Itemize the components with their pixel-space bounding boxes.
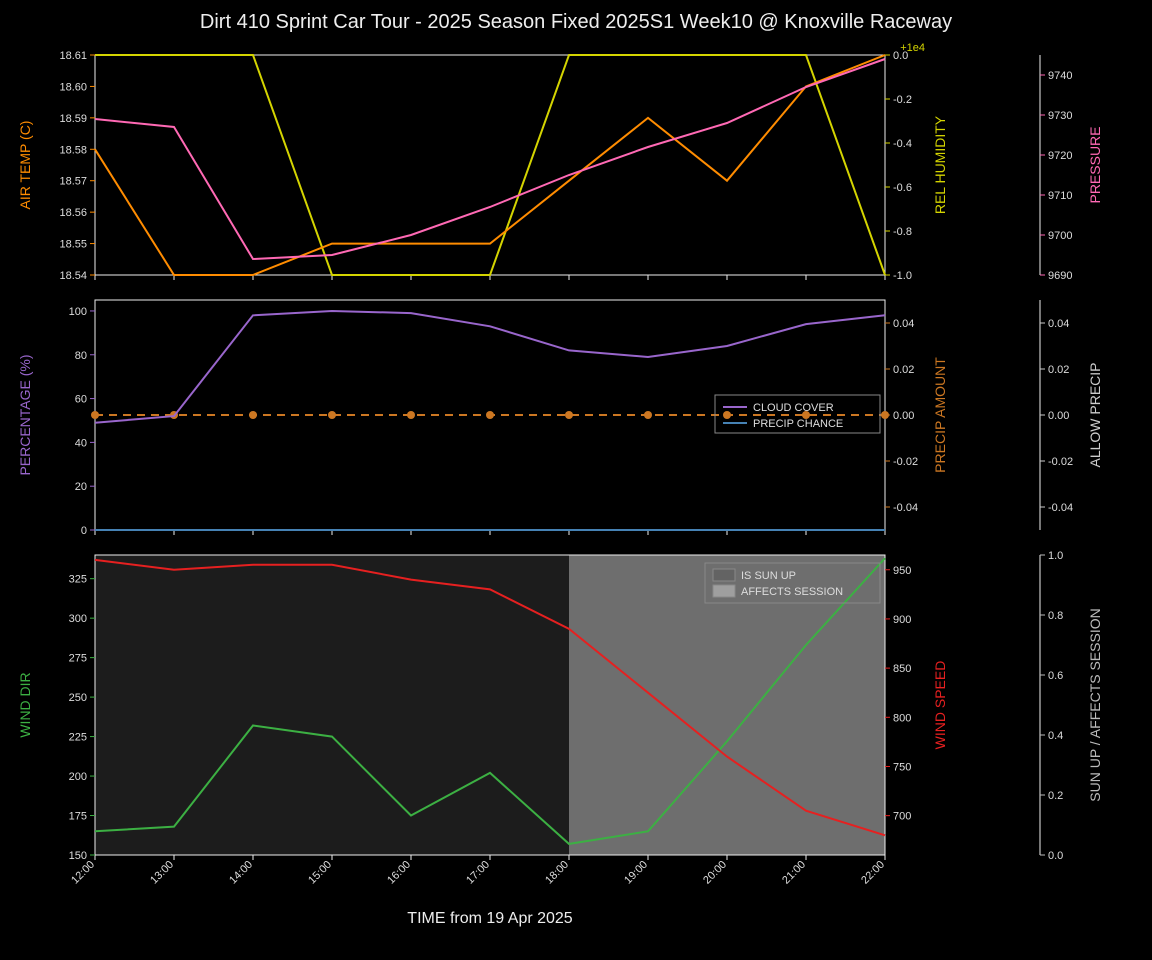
y-tick-label: 250 — [69, 692, 87, 704]
axis-label: WIND SPEED — [932, 661, 948, 750]
y-tick-label: -0.04 — [1048, 502, 1073, 514]
y-tick-label: 275 — [69, 653, 87, 665]
y-tick-label: -0.2 — [893, 94, 912, 106]
y-tick-label: 175 — [69, 811, 87, 823]
precip-amount-marker — [565, 411, 573, 419]
y-tick-label: 0.8 — [1048, 610, 1063, 622]
y-tick-label: 18.58 — [59, 144, 87, 156]
y-tick-label: 700 — [893, 811, 911, 823]
y-tick-label: 9740 — [1048, 70, 1072, 82]
affects-session-region — [569, 555, 885, 855]
y-tick-label: 225 — [69, 732, 87, 744]
axis-label: REL HUMIDITY — [932, 115, 948, 214]
y-tick-label: 18.60 — [59, 81, 87, 93]
axis-label: ALLOW PRECIP — [1087, 362, 1103, 467]
y-tick-label: -0.02 — [1048, 456, 1073, 468]
y-tick-label: 0.6 — [1048, 670, 1063, 682]
sun-up-region — [95, 555, 569, 855]
y-tick-label: 950 — [893, 565, 911, 577]
y-tick-label: 900 — [893, 614, 911, 626]
axis-label: SUN UP / AFFECTS SESSION — [1087, 608, 1103, 801]
y-tick-label: 0.00 — [893, 410, 914, 422]
y-tick-label: 9690 — [1048, 270, 1072, 282]
precip-amount-marker — [881, 411, 889, 419]
y-tick-label: -0.8 — [893, 226, 912, 238]
y-tick-label: 1.0 — [1048, 550, 1063, 562]
precip-amount-marker — [249, 411, 257, 419]
y-tick-label: 325 — [69, 574, 87, 586]
precip-amount-marker — [91, 411, 99, 419]
y-tick-label: 850 — [893, 663, 911, 675]
y-tick-label: 9720 — [1048, 150, 1072, 162]
y-tick-label: -0.04 — [893, 502, 918, 514]
y-tick-label: 18.54 — [59, 270, 87, 282]
y-tick-label: -0.4 — [893, 138, 912, 150]
y-tick-label: 20 — [75, 481, 87, 493]
y-tick-label: 0.04 — [893, 318, 914, 330]
y-tick-label: 750 — [893, 761, 911, 773]
precip-amount-marker — [407, 411, 415, 419]
y-tick-label: 18.55 — [59, 239, 87, 251]
precip-amount-marker — [644, 411, 652, 419]
precip-amount-marker — [723, 411, 731, 419]
chart-title: Dirt 410 Sprint Car Tour - 2025 Season F… — [200, 11, 952, 33]
axis-label: PRESSURE — [1087, 126, 1103, 203]
axis-offset-label: +1e4 — [900, 42, 925, 54]
y-tick-label: 18.56 — [59, 207, 87, 219]
y-tick-label: 9730 — [1048, 110, 1072, 122]
x-axis-label: TIME from 19 Apr 2025 — [407, 910, 573, 927]
y-tick-label: 0 — [81, 525, 87, 537]
legend-item: IS SUN UP — [741, 570, 796, 582]
axis-label: PERCENTAGE (%) — [17, 354, 33, 475]
axis-label: AIR TEMP (C) — [17, 121, 33, 210]
y-tick-label: 150 — [69, 850, 87, 862]
precip-amount-marker — [486, 411, 494, 419]
legend-item: PRECIP CHANCE — [753, 418, 843, 430]
y-tick-label: 18.61 — [59, 50, 87, 62]
y-tick-label: -0.02 — [893, 456, 918, 468]
y-tick-label: 18.59 — [59, 113, 87, 125]
y-tick-label: 0.2 — [1048, 790, 1063, 802]
precip-amount-marker — [328, 411, 336, 419]
legend-item: AFFECTS SESSION — [741, 586, 843, 598]
y-tick-label: 60 — [75, 394, 87, 406]
y-tick-label: 0.0 — [1048, 850, 1063, 862]
y-tick-label: 40 — [75, 437, 87, 449]
y-tick-label: 0.4 — [1048, 730, 1063, 742]
y-tick-label: 300 — [69, 613, 87, 625]
y-tick-label: 0.04 — [1048, 318, 1069, 330]
y-tick-label: -0.6 — [893, 182, 912, 194]
y-tick-label: 18.57 — [59, 176, 87, 188]
y-tick-label: -1.0 — [893, 270, 912, 282]
y-tick-label: 0.00 — [1048, 410, 1069, 422]
y-tick-label: 800 — [893, 712, 911, 724]
axis-label: WIND DIR — [17, 672, 33, 737]
y-tick-label: 0.02 — [893, 364, 914, 376]
y-tick-label: 200 — [69, 771, 87, 783]
y-tick-label: 0.02 — [1048, 364, 1069, 376]
y-tick-label: 9700 — [1048, 230, 1072, 242]
y-tick-label: 80 — [75, 350, 87, 362]
axis-label: PRECIP AMOUNT — [932, 357, 948, 473]
legend-item: CLOUD COVER — [753, 402, 834, 414]
y-tick-label: 100 — [69, 306, 87, 318]
y-tick-label: 9710 — [1048, 190, 1072, 202]
